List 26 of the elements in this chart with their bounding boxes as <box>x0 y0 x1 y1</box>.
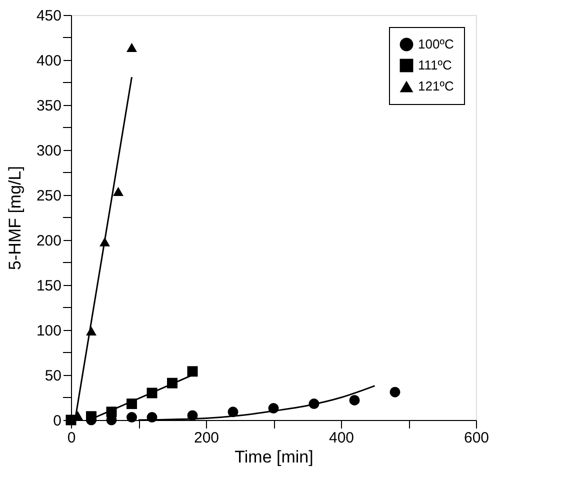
point <box>86 411 96 422</box>
x-tick-label: 200 <box>194 430 220 446</box>
x-tick-label: 600 <box>464 430 490 446</box>
legend-label: 111ºC <box>418 58 452 72</box>
y-tick-label: 350 <box>36 98 62 114</box>
y-tick-label: 200 <box>36 232 62 250</box>
y-tick-label: 450 <box>36 8 62 24</box>
point <box>390 386 400 398</box>
x-tick-label: 400 <box>328 430 354 446</box>
y-tick-label: 150 <box>36 278 62 294</box>
point <box>126 412 137 423</box>
legend-label: 100ºC <box>418 36 454 52</box>
point <box>126 42 137 52</box>
point <box>349 394 360 406</box>
y-tick-label: 100 <box>36 322 62 340</box>
y-tick-label: 0 <box>53 412 62 430</box>
x-axis-title: Time [min] <box>234 448 314 466</box>
y-axis-title: 5-HMF [mg/L] <box>5 166 24 270</box>
y-tick-label: 250 <box>36 188 62 204</box>
point <box>113 186 124 196</box>
y-tick-label: 400 <box>36 52 62 70</box>
y-tick-label: 50 <box>44 368 62 384</box>
legend-label: 121ºC <box>418 78 454 94</box>
y-tick-label: 300 <box>36 142 62 160</box>
point <box>187 366 198 377</box>
x-tick-label: 0 <box>67 430 76 446</box>
